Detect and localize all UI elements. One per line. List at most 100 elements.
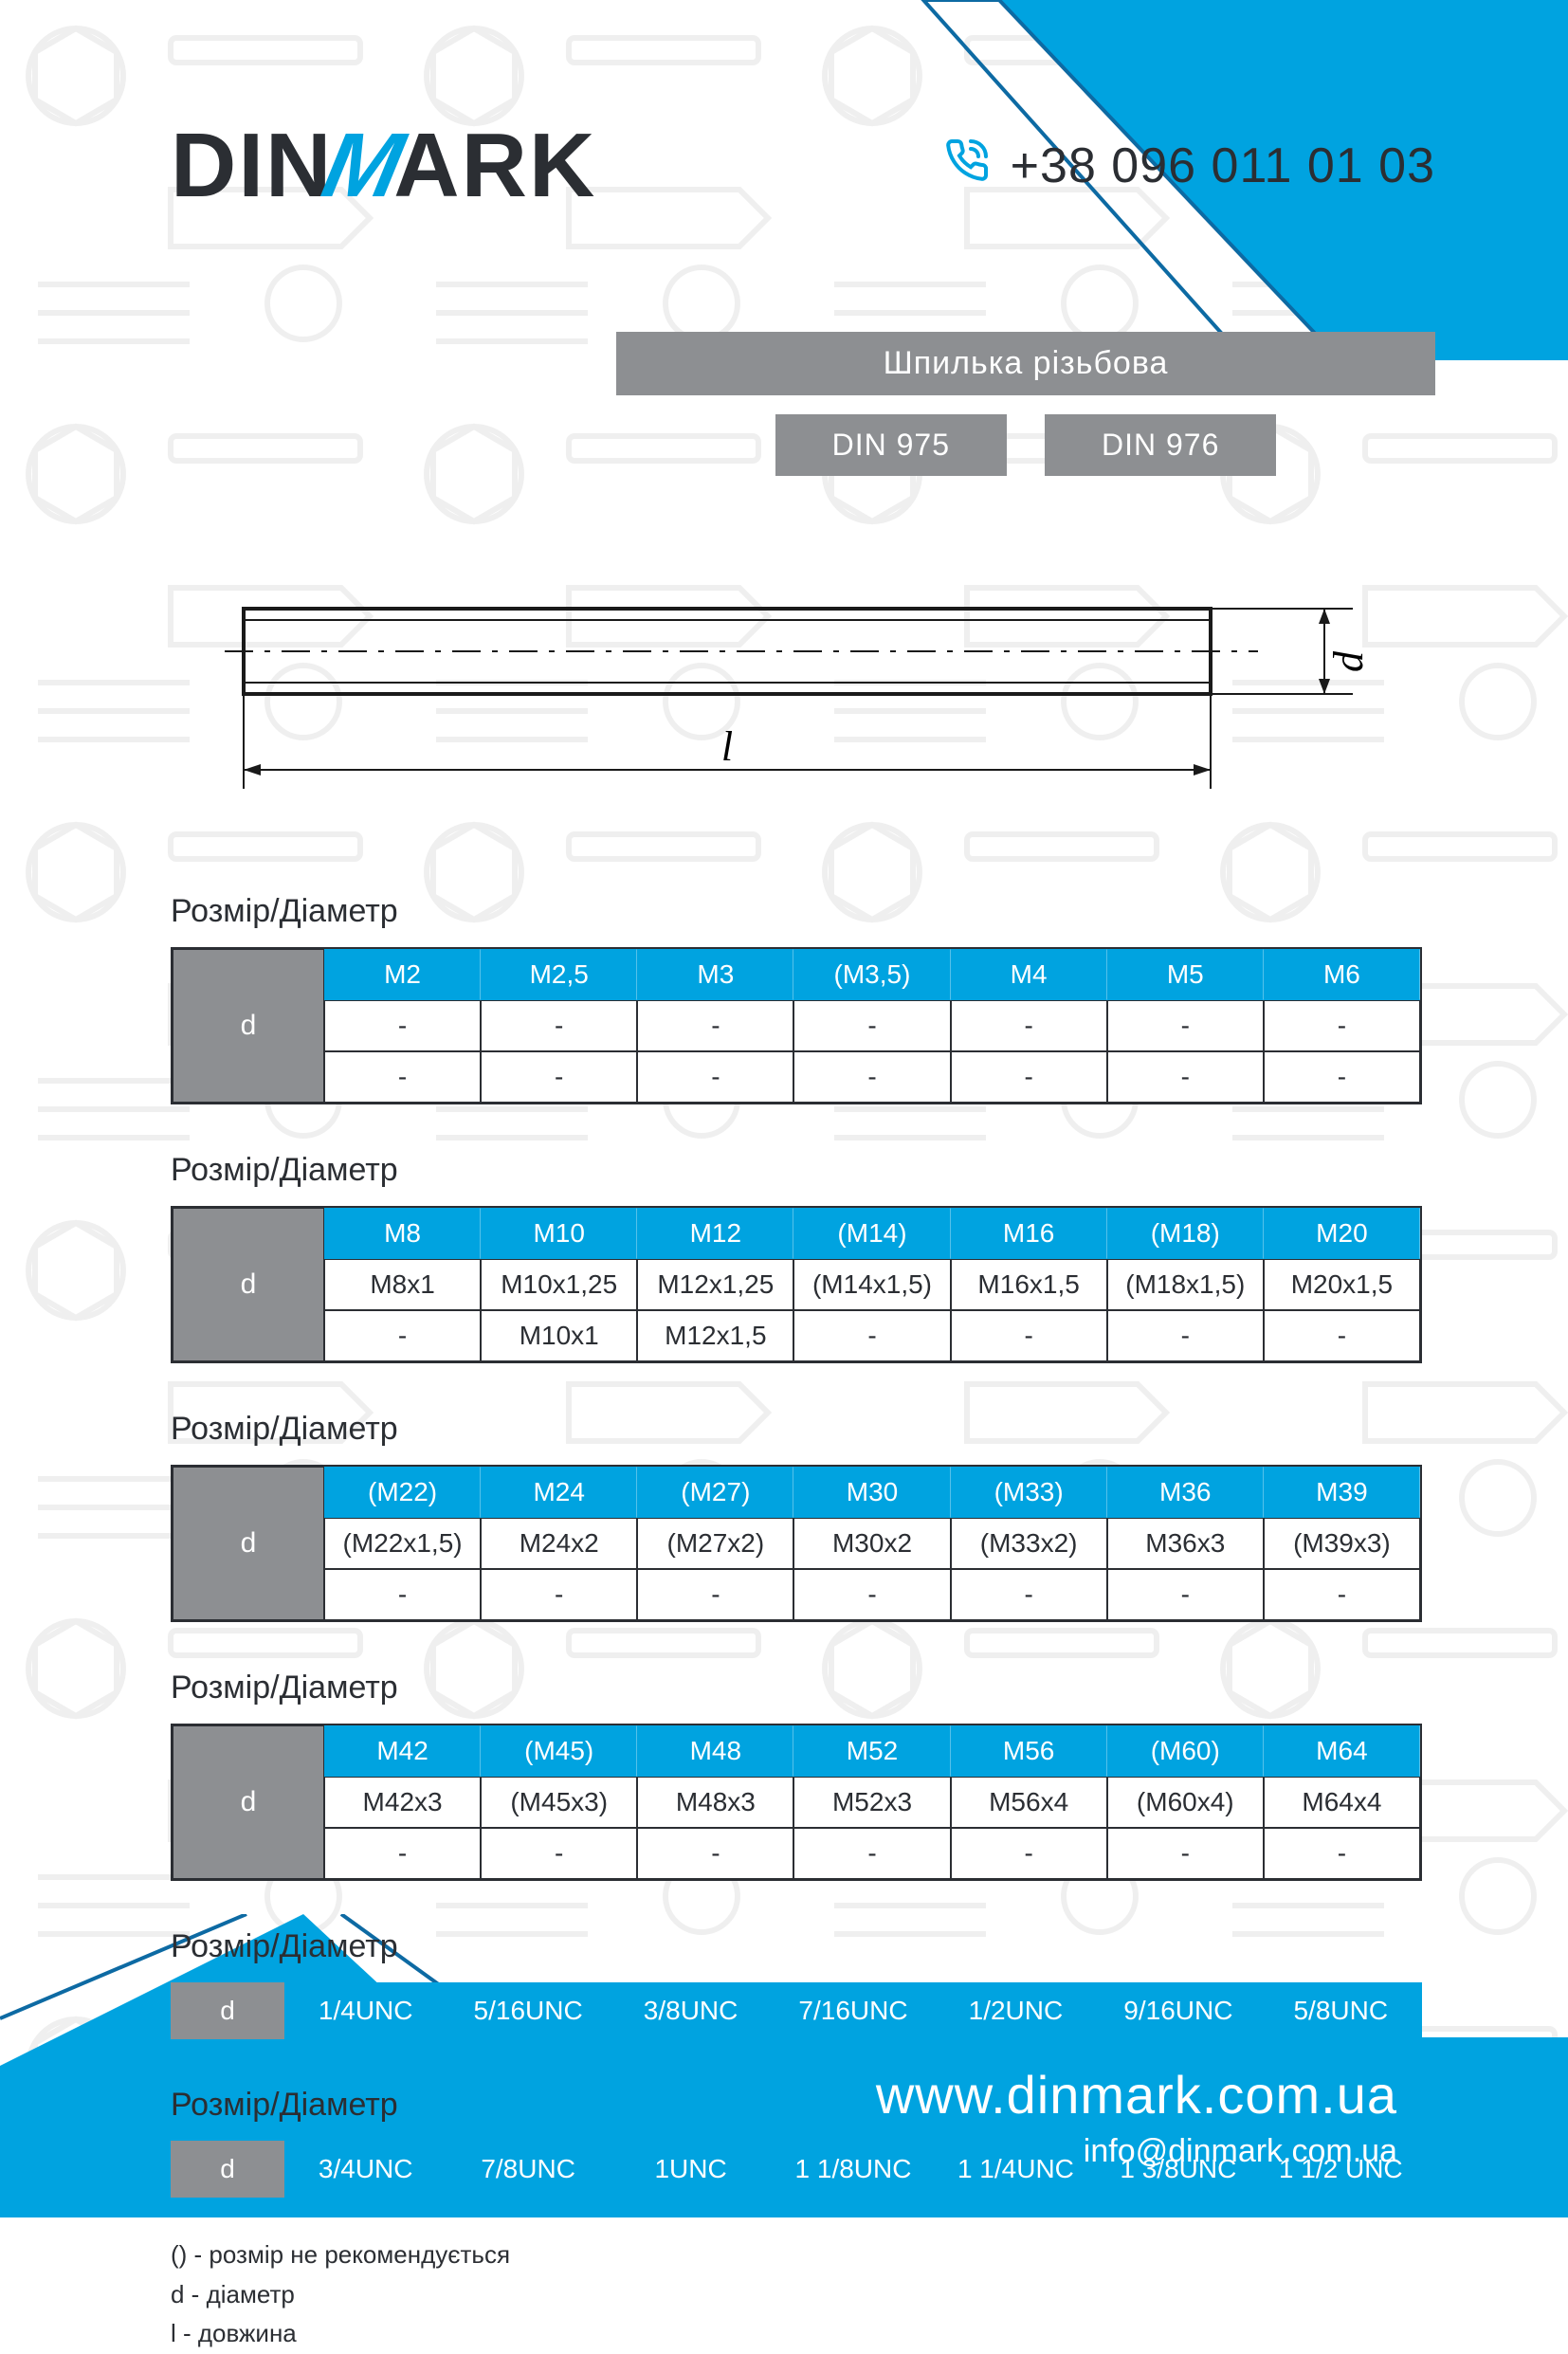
table-data-cell: 5/16UNC xyxy=(447,1982,609,2039)
table-data-cell: - xyxy=(951,1051,1107,1103)
size-table: dM42(M45)M48M52M56(M60)M64M42x3(M45x3)M4… xyxy=(171,1724,1422,1881)
tables-container: Розмір/Діаметр dM2M2,5M3(M3,5)M4M5M6-----… xyxy=(171,893,1435,2198)
table-row-label: d xyxy=(171,2141,284,2198)
table-header-cell: M5 xyxy=(1107,949,1264,1000)
table-data-cell: - xyxy=(793,1000,950,1051)
din-pill-1: DIN 975 xyxy=(775,414,1007,476)
table-data-cell: - xyxy=(951,1569,1107,1620)
table-data-cell: (M60x4) xyxy=(1107,1777,1264,1828)
table-header-cell: M42 xyxy=(324,1725,481,1777)
table-header-cell: M64 xyxy=(1264,1725,1420,1777)
table-data-cell: 3/4UNC xyxy=(284,2141,447,2198)
table-data-cell: 1/2UNC xyxy=(935,1982,1097,2039)
table-data-cell: 1/4UNC xyxy=(284,1982,447,2039)
table-header-cell: M12 xyxy=(637,1208,793,1259)
table-header-cell: M39 xyxy=(1264,1467,1420,1518)
section-title: Розмір/Діаметр xyxy=(171,1928,1435,1965)
table-row-label: d xyxy=(173,1725,324,1879)
diagram-label-d: d xyxy=(1325,650,1372,672)
logo-text-post: ARK xyxy=(393,114,596,218)
table-row-label: d xyxy=(171,1982,284,2039)
table-data-cell: (M45x3) xyxy=(481,1777,637,1828)
table-data-cell: - xyxy=(481,1051,637,1103)
table-header-cell: M30 xyxy=(793,1467,950,1518)
table-data-cell: - xyxy=(481,1000,637,1051)
table-data-cell: - xyxy=(637,1569,793,1620)
unc-table: d1/4UNC5/16UNC3/8UNC7/16UNC1/2UNC9/16UNC… xyxy=(171,1982,1422,2039)
table-data-cell: - xyxy=(1107,1000,1264,1051)
legend-line: () - розмір не рекомендується xyxy=(171,2235,1435,2275)
legend-line: l - довжина xyxy=(171,2314,1435,2354)
table-data-cell: 5/8UNC xyxy=(1260,1982,1422,2039)
table-data-cell: (M39x3) xyxy=(1264,1518,1420,1569)
technical-diagram: d l xyxy=(171,571,1435,817)
table-data-cell: - xyxy=(793,1569,950,1620)
table-data-cell: - xyxy=(793,1051,950,1103)
diagram-label-l: l xyxy=(721,723,733,770)
table-header-cell: (M18) xyxy=(1107,1208,1264,1259)
table-row-label: d xyxy=(173,1208,324,1361)
table-header-cell: (M22) xyxy=(324,1467,481,1518)
table-data-cell: - xyxy=(1107,1828,1264,1879)
table-data-cell: M52x3 xyxy=(793,1777,950,1828)
table-data-cell: (M22x1,5) xyxy=(324,1518,481,1569)
table-data-cell: - xyxy=(951,1310,1107,1361)
table-data-cell: - xyxy=(951,1000,1107,1051)
table-data-cell: - xyxy=(951,1828,1107,1879)
table-data-cell: M10x1 xyxy=(481,1310,637,1361)
product-title-bar: Шпилька різьбова xyxy=(616,332,1435,395)
table-header-cell: M16 xyxy=(951,1208,1107,1259)
table-data-cell: - xyxy=(637,1000,793,1051)
brand-logo: DIN M ARK xyxy=(171,114,596,218)
table-header-cell: M3 xyxy=(637,949,793,1000)
table-row-label: d xyxy=(173,949,324,1103)
footer: www.dinmark.com.ua info@dinmark.com.ua xyxy=(876,2064,1397,2170)
table-data-cell: (M18x1,5) xyxy=(1107,1259,1264,1310)
table-header-cell: M36 xyxy=(1107,1467,1264,1518)
table-header-cell: M20 xyxy=(1264,1208,1420,1259)
table-data-cell: 7/8UNC xyxy=(447,2141,609,2198)
table-data-cell: M10x1,25 xyxy=(481,1259,637,1310)
table-data-cell: - xyxy=(1264,1828,1420,1879)
header: DIN M ARK +38 096 011 01 03 xyxy=(171,114,1435,218)
table-header-cell: M4 xyxy=(951,949,1107,1000)
table-data-cell: - xyxy=(1264,1310,1420,1361)
table-data-cell: - xyxy=(1107,1051,1264,1103)
logo-text-pre: DIN xyxy=(171,114,333,218)
table-data-cell: - xyxy=(793,1310,950,1361)
footer-url: www.dinmark.com.ua xyxy=(876,2064,1397,2126)
table-data-cell: M16x1,5 xyxy=(951,1259,1107,1310)
table-data-cell: - xyxy=(324,1051,481,1103)
table-data-cell: - xyxy=(1107,1569,1264,1620)
table-header-cell: M2 xyxy=(324,949,481,1000)
table-data-cell: 9/16UNC xyxy=(1097,1982,1259,2039)
table-data-cell: - xyxy=(481,1569,637,1620)
table-data-cell: 7/16UNC xyxy=(772,1982,934,2039)
table-data-cell: - xyxy=(481,1828,637,1879)
table-data-cell: M12x1,5 xyxy=(637,1310,793,1361)
size-table: dM2M2,5M3(M3,5)M4M5M6-------------- xyxy=(171,947,1422,1104)
table-data-cell: - xyxy=(1107,1310,1264,1361)
section-title: Розмір/Діаметр xyxy=(171,1670,1435,1706)
table-data-cell: - xyxy=(1264,1000,1420,1051)
section-title: Розмір/Діаметр xyxy=(171,1152,1435,1189)
table-data-cell: - xyxy=(793,1828,950,1879)
table-header-cell: M56 xyxy=(951,1725,1107,1777)
footer-email: info@dinmark.com.ua xyxy=(876,2133,1397,2170)
table-data-cell: M64x4 xyxy=(1264,1777,1420,1828)
table-data-cell: - xyxy=(324,1569,481,1620)
table-data-cell: M30x2 xyxy=(793,1518,950,1569)
table-row-label: d xyxy=(173,1467,324,1620)
table-header-cell: M6 xyxy=(1264,949,1420,1000)
legend-line: d - діаметр xyxy=(171,2275,1435,2315)
din-pill-2: DIN 976 xyxy=(1045,414,1276,476)
table-header-cell: (M45) xyxy=(481,1725,637,1777)
table-header-cell: M24 xyxy=(481,1467,637,1518)
phone-icon xyxy=(944,137,990,195)
table-data-cell: M12x1,25 xyxy=(637,1259,793,1310)
table-data-cell: - xyxy=(324,1000,481,1051)
table-header-cell: (M27) xyxy=(637,1467,793,1518)
table-data-cell: (M33x2) xyxy=(951,1518,1107,1569)
table-data-cell: M42x3 xyxy=(324,1777,481,1828)
table-header-cell: (M3,5) xyxy=(793,949,950,1000)
